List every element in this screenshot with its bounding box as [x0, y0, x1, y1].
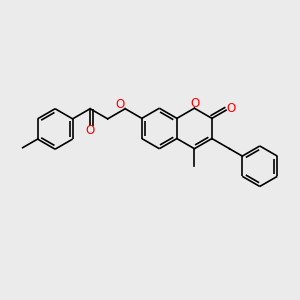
Text: O: O	[116, 98, 125, 111]
Text: O: O	[85, 124, 95, 137]
Text: O: O	[191, 98, 200, 110]
Text: O: O	[227, 102, 236, 115]
